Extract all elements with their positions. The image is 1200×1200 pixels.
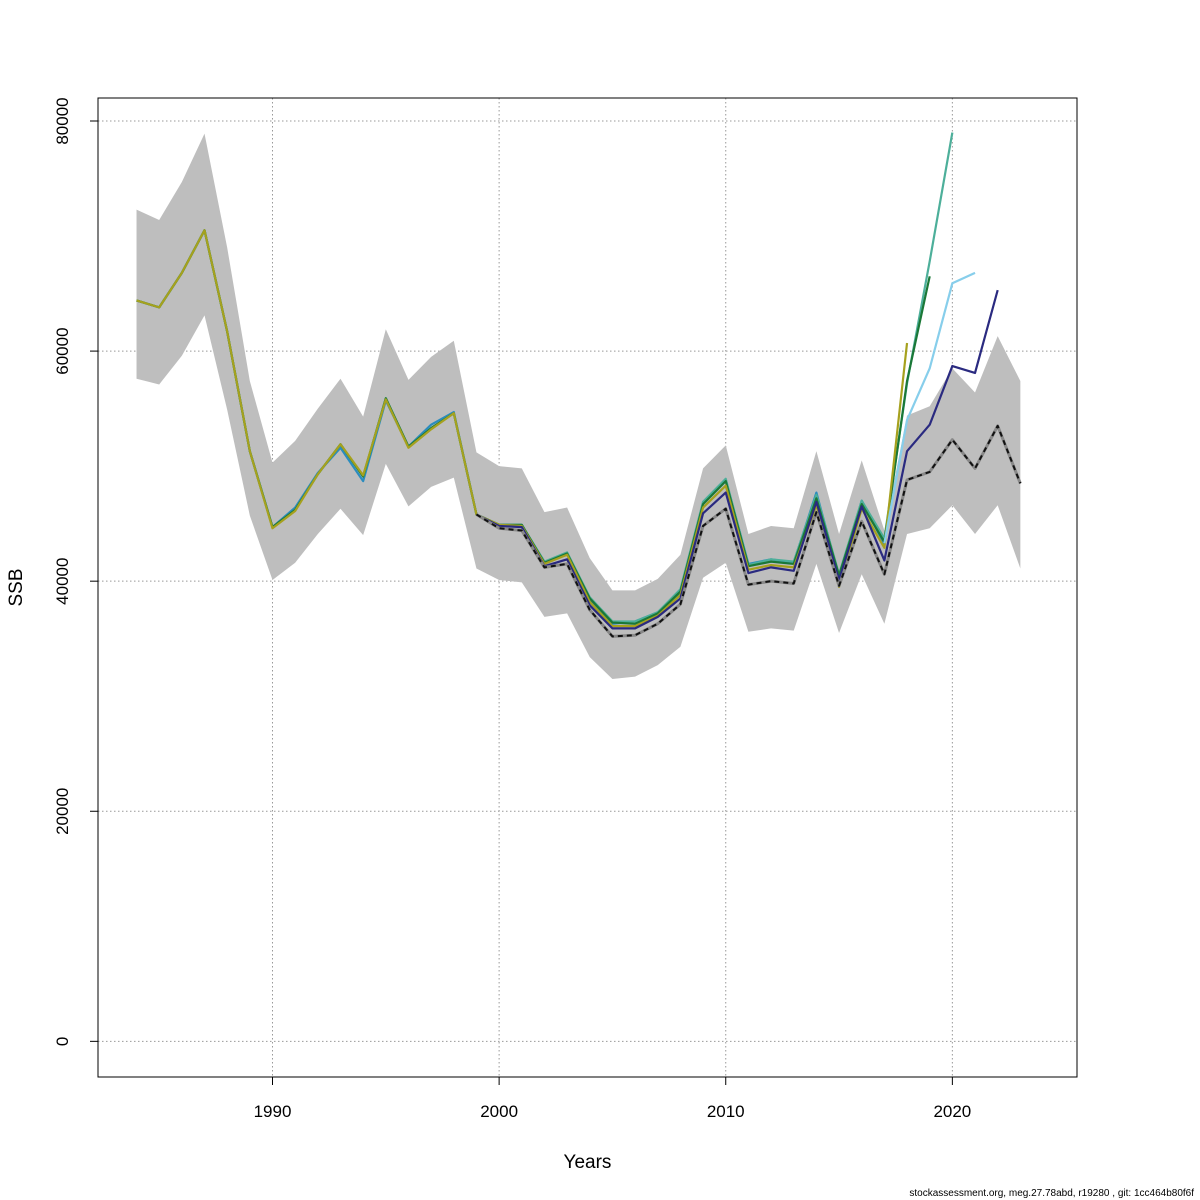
y-tick-label-20000: 20000 bbox=[53, 788, 72, 835]
x-tick-label-2010: 2010 bbox=[707, 1102, 745, 1121]
y-tick-label-60000: 60000 bbox=[53, 327, 72, 374]
y-tick-label-0: 0 bbox=[53, 1037, 72, 1046]
x-tick-label-2000: 2000 bbox=[480, 1102, 518, 1121]
series-line-6 bbox=[475, 424, 1022, 638]
x-axis-label: Years bbox=[564, 1152, 612, 1173]
series-line-4 bbox=[883, 271, 976, 544]
y-tick-label-40000: 40000 bbox=[53, 558, 72, 605]
confidence-band bbox=[136, 133, 1021, 679]
x-tick-label-2020: 2020 bbox=[933, 1102, 971, 1121]
x-axis-ticks: 1990 2000 2010 2020 bbox=[254, 1077, 971, 1121]
x-tick-label-1990: 1990 bbox=[254, 1102, 292, 1121]
y-axis-label: SSB bbox=[6, 568, 27, 606]
y-tick-label-80000: 80000 bbox=[53, 97, 72, 144]
plot-frame bbox=[97, 97, 1078, 1078]
series-lines-layer bbox=[136, 132, 1022, 638]
series-line-5 bbox=[475, 289, 999, 630]
confidence-band-layer bbox=[136, 133, 1021, 679]
y-axis-ticks: 0 20000 40000 60000 80000 bbox=[53, 97, 98, 1046]
source-footer-text: stockassessment.org, meg.27.78abd, r1928… bbox=[909, 1188, 1194, 1199]
series-line-3 bbox=[136, 229, 909, 628]
